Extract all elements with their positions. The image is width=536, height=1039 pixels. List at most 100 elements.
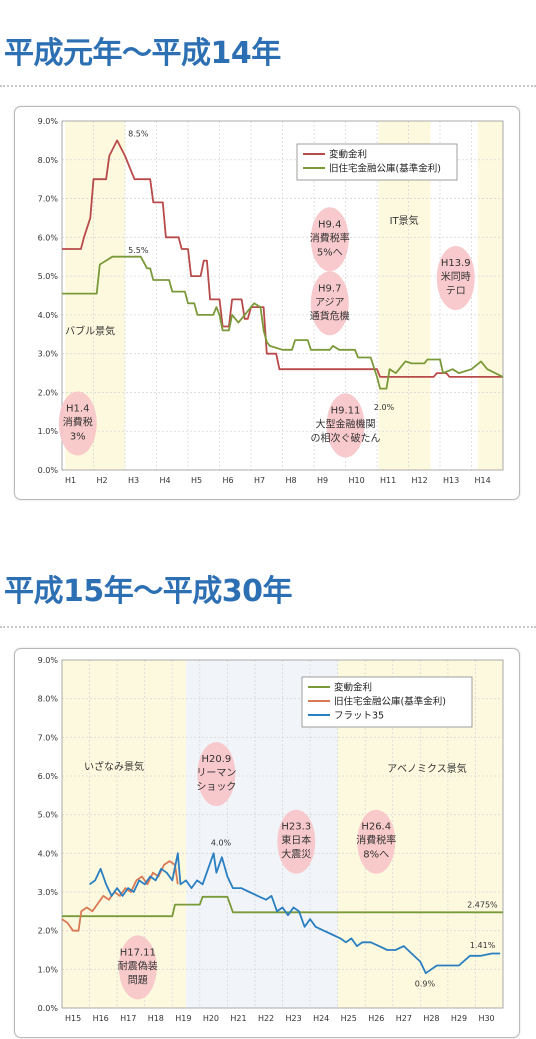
- x-tick-label: H24: [313, 1014, 329, 1023]
- y-tick-label: 6.0%: [38, 233, 59, 242]
- event-label: 5%へ: [317, 247, 343, 258]
- x-tick-label: H5: [191, 476, 202, 485]
- event-bubble: [310, 207, 349, 272]
- series-line-0: [62, 139, 503, 378]
- x-tick-label: H1: [65, 476, 76, 485]
- event-label: リーマン: [196, 768, 236, 779]
- section-title-heisei-1-14: 平成元年～平成14年: [4, 36, 281, 71]
- rate-chart-heisei-15-30: 0.0% 1.0% 2.0% 3.0% 4.0% 5.0% 6.0% 7.0% 8.0% 9.0%…: [38, 656, 504, 1023]
- x-tick-label: H29: [451, 1014, 467, 1023]
- section-title-heisei-15-30: 平成15年～平成30年: [4, 574, 293, 609]
- rate-chart-panel-1: 0.0% 1.0% 2.0% 3.0% 4.0% 5.0% 6.0% 7.0% 8.0% 9.0%…: [14, 106, 520, 500]
- event-label: 問題: [128, 974, 148, 986]
- event-label: H1.4: [66, 403, 89, 414]
- y-tick-label: 7.0%: [38, 195, 59, 204]
- y-tick-label: 4.0%: [38, 849, 59, 858]
- event-label: H13.9: [441, 258, 471, 269]
- event-label: 消費税: [63, 415, 93, 428]
- dotted-divider: [0, 626, 536, 628]
- event-bubble: [118, 935, 157, 1000]
- data-label: 2.0%: [374, 403, 395, 412]
- plot-area-frame: [61, 120, 504, 471]
- event-label: H26.4: [361, 822, 391, 833]
- event-label: 消費税率: [310, 231, 350, 244]
- y-tick-label: 1.0%: [38, 965, 59, 974]
- y-tick-label: 9.0%: [38, 656, 59, 665]
- x-tick-label: H8: [286, 476, 297, 485]
- y-tick-label: 8.0%: [38, 156, 59, 165]
- event-label: H17.11: [120, 947, 156, 958]
- y-tick-label: 2.0%: [38, 927, 59, 936]
- y-tick-label: 9.0%: [38, 117, 59, 126]
- event-label: H9.11: [331, 405, 361, 416]
- x-tick-label: H9: [317, 476, 328, 485]
- y-tick-label: 3.0%: [38, 888, 59, 897]
- event-label: 大震災: [281, 848, 311, 861]
- x-tick-label: H30: [478, 1014, 494, 1023]
- event-label: アジア: [315, 297, 345, 308]
- x-tick-label: H25: [341, 1014, 357, 1023]
- x-tick-label: H22: [258, 1014, 274, 1023]
- data-label: 0.9%: [415, 980, 436, 989]
- data-label: 1.41%: [470, 941, 496, 950]
- y-tick-label: 1.0%: [38, 427, 59, 436]
- series-line-1: [62, 255, 504, 390]
- x-tick-label: H12: [412, 476, 428, 485]
- y-tick-label: 8.0%: [38, 695, 59, 704]
- legend-box: [301, 676, 473, 728]
- event-bubble: [357, 809, 396, 874]
- data-label: 2.475%: [467, 900, 498, 909]
- x-tick-label: H13: [443, 476, 459, 485]
- data-label: 8.5%: [128, 130, 149, 139]
- y-tick-label: 2.0%: [38, 388, 59, 397]
- y-tick-label: 3.0%: [38, 350, 59, 359]
- x-tick-label: H14: [475, 476, 491, 485]
- series-line-0: [62, 895, 503, 918]
- period-label: IT景気: [390, 214, 419, 227]
- event-label: ショック: [196, 781, 236, 793]
- event-label: 東日本: [281, 834, 311, 847]
- event-bubble: [436, 246, 475, 311]
- y-tick-label: 4.0%: [38, 311, 59, 320]
- x-tick-label: H27: [396, 1014, 412, 1023]
- rate-chart-panel-2: 0.0% 1.0% 2.0% 3.0% 4.0% 5.0% 6.0% 7.0% 8.0% 9.0%…: [14, 648, 520, 1038]
- period-label: いざなみ景気: [84, 760, 144, 773]
- event-label: 通貨危機: [310, 309, 350, 322]
- x-tick-label: H16: [93, 1014, 109, 1023]
- event-label: 耐震偽装: [118, 959, 158, 972]
- event-bubble: [326, 393, 365, 458]
- event-label: H9.4: [318, 219, 341, 230]
- event-label: の相次ぐ破たん: [311, 431, 381, 444]
- legend-box: [296, 143, 458, 181]
- x-tick-label: H10: [349, 476, 365, 485]
- y-tick-label: 5.0%: [38, 272, 59, 281]
- x-tick-label: H20: [203, 1014, 219, 1023]
- y-tick-label: 7.0%: [38, 733, 59, 742]
- event-label: 大型金融機関: [316, 417, 376, 430]
- event-label: テロ: [446, 286, 466, 297]
- event-label: 3%: [70, 431, 86, 442]
- x-tick-label: H7: [254, 476, 265, 485]
- x-tick-label: H19: [175, 1014, 191, 1023]
- event-bubble: [277, 809, 316, 874]
- data-label: 4.0%: [211, 839, 232, 848]
- legend-entry: 変動金利: [334, 682, 372, 694]
- x-tick-label: H17: [120, 1014, 136, 1023]
- legend-entry: 旧住宅金融公庫(基準金利): [329, 163, 441, 175]
- x-tick-label: H26: [368, 1014, 384, 1023]
- y-tick-label: 6.0%: [38, 772, 59, 781]
- rate-chart-heisei-1-14: 0.0% 1.0% 2.0% 3.0% 4.0% 5.0% 6.0% 7.0% 8.0% 9.0%…: [38, 117, 504, 485]
- event-bubble: [58, 391, 97, 456]
- event-label: 米同時: [441, 270, 471, 283]
- event-label: H23.3: [281, 822, 311, 833]
- x-tick-label: H11: [380, 476, 396, 485]
- plot-area-frame: [61, 659, 504, 1009]
- period-band: [477, 121, 503, 470]
- dotted-divider: [0, 85, 536, 87]
- period-label: バブル景気: [65, 324, 115, 337]
- event-label: 消費税率: [356, 834, 396, 847]
- x-tick-label: H23: [286, 1014, 302, 1023]
- x-tick-label: H6: [223, 476, 234, 485]
- event-bubble: [310, 271, 349, 336]
- event-label: 8%へ: [363, 850, 389, 861]
